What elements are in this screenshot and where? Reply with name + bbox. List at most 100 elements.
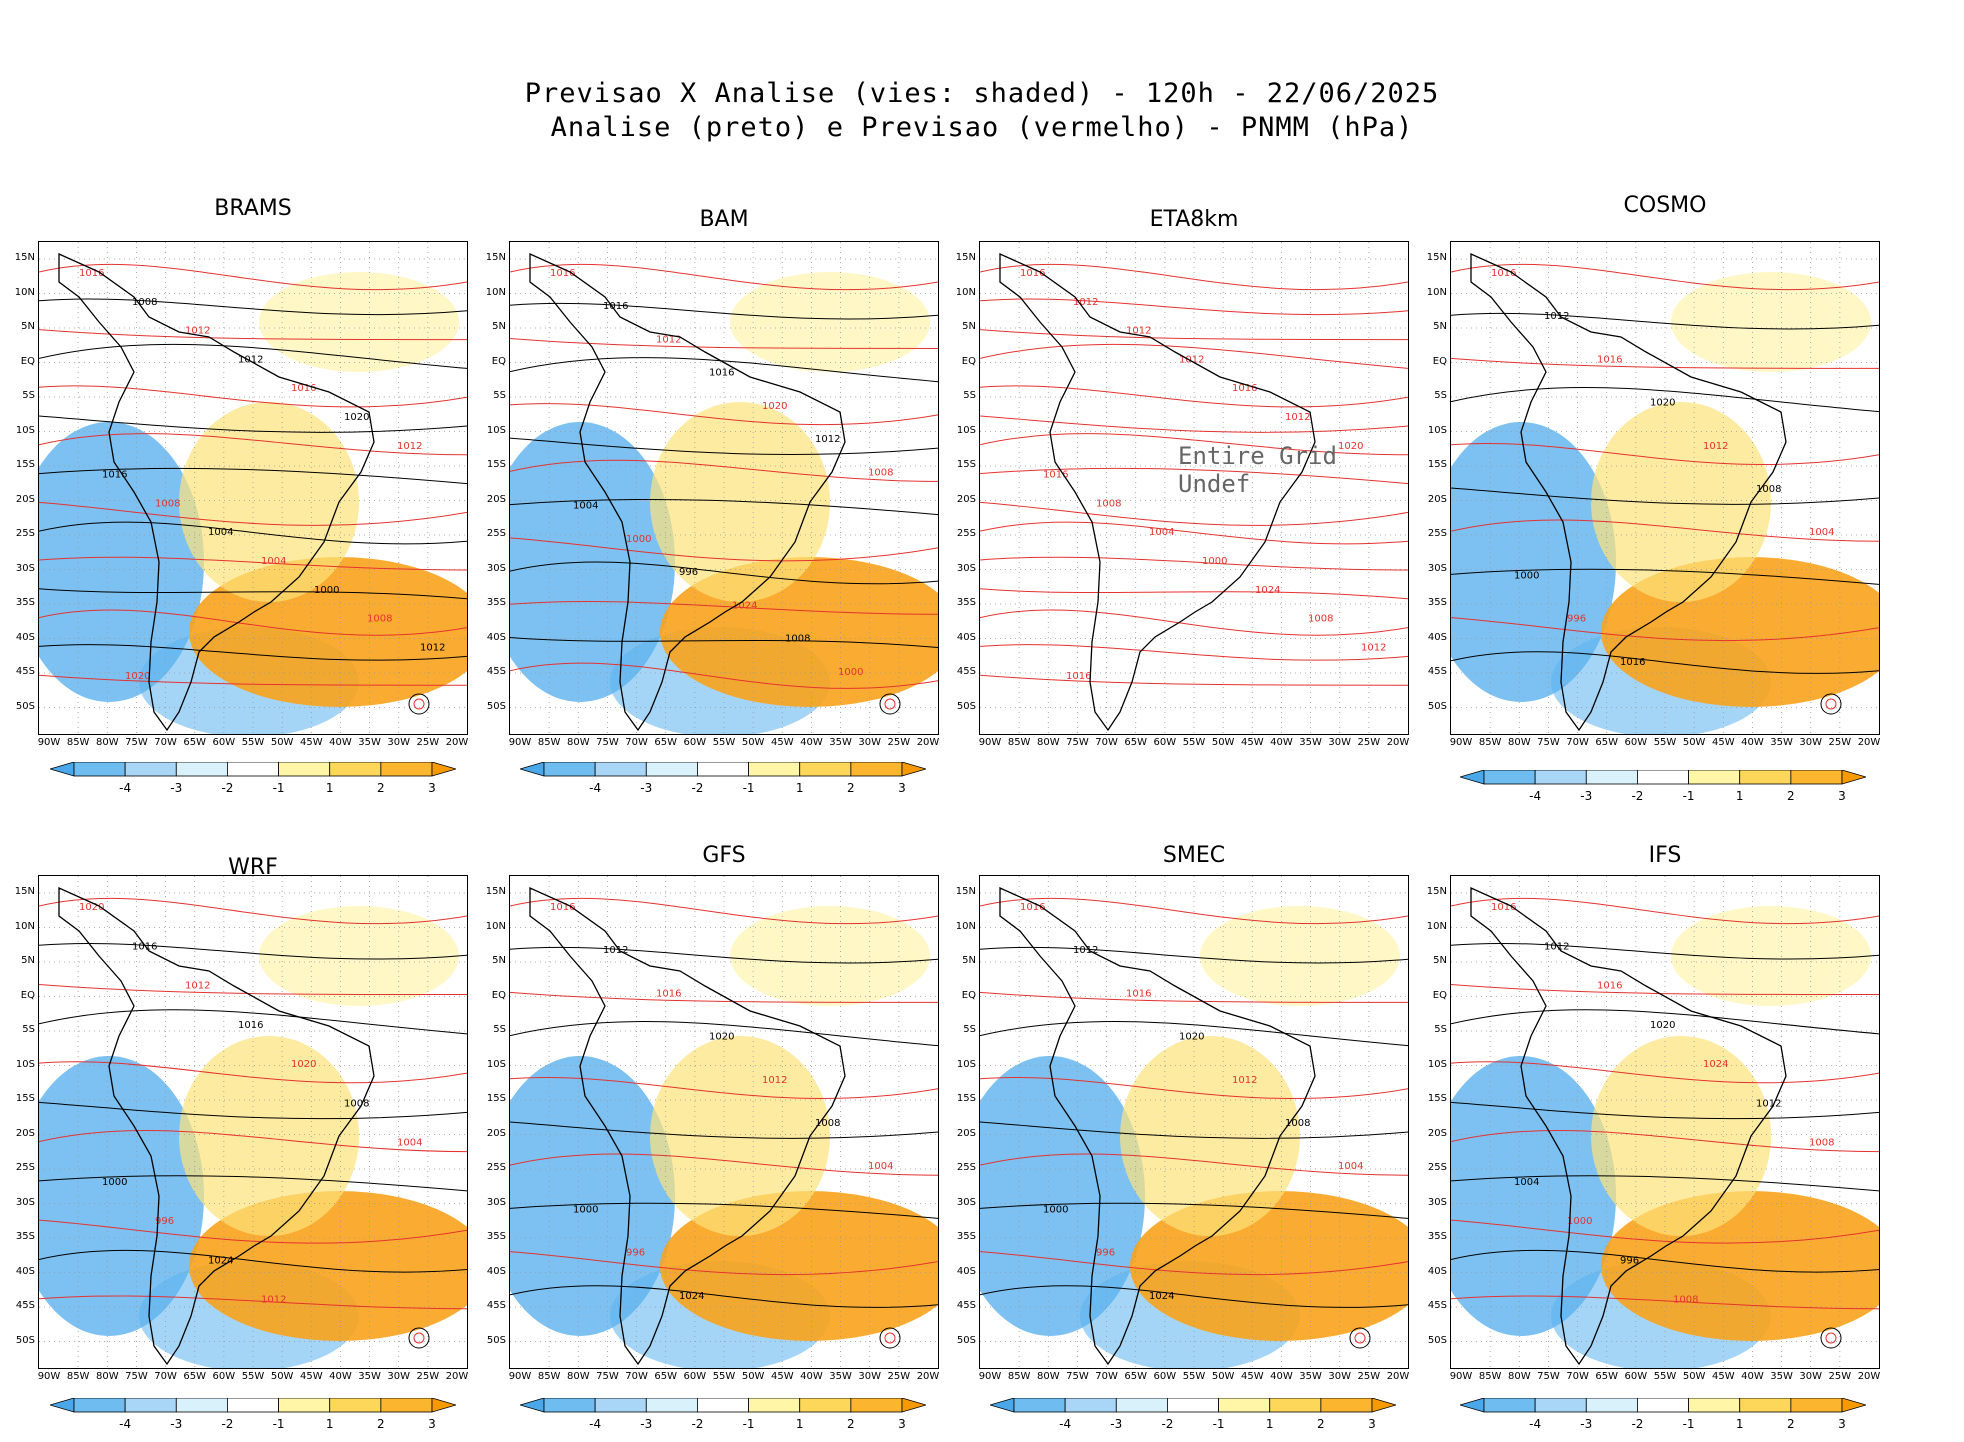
isobar-label: 1012 bbox=[238, 354, 263, 365]
colorbar-label: -1 bbox=[273, 781, 285, 795]
longitude-label: 60W bbox=[212, 737, 236, 748]
latitude-label: EQ bbox=[1432, 989, 1447, 1001]
colorbar-graphic: -4-3-2-11234 bbox=[988, 1397, 1427, 1431]
colorbar: -4-3-2-11234 bbox=[1458, 769, 1897, 810]
latitude-label: 5N bbox=[1433, 321, 1447, 332]
latitude-label: 25S bbox=[956, 528, 976, 539]
latitude-label: 10N bbox=[955, 920, 976, 932]
forecast-isobar bbox=[39, 433, 467, 456]
analysis-isobar bbox=[39, 1009, 467, 1035]
positive-bias-area bbox=[650, 402, 830, 602]
forecast-isobar bbox=[980, 556, 1408, 571]
longitude-label: 90W bbox=[1449, 737, 1473, 748]
longitude-label: 65W bbox=[1595, 1371, 1619, 1382]
map-panel-eta8km: 1016 1012 1012 1012 1016 1012 1020 1016 1008 1004… bbox=[956, 241, 1409, 748]
analysis-isobar bbox=[510, 1121, 938, 1139]
latitude-label: 15N bbox=[1426, 252, 1447, 263]
colorbar-graphic: -4-3-2-11234 bbox=[518, 761, 957, 795]
figure-title-line2: Analise (preto) e Previsao (vermelho) - … bbox=[550, 112, 1414, 143]
analysis-isobar bbox=[980, 1285, 1408, 1308]
positive-bias-area bbox=[1591, 1036, 1771, 1236]
colorbar-swatch bbox=[1637, 1397, 1689, 1413]
analysis-isobar bbox=[510, 498, 938, 516]
latitude-label: 15N bbox=[1426, 886, 1447, 897]
latitude-label: 30S bbox=[1427, 1196, 1447, 1208]
latitude-label: 15N bbox=[14, 886, 35, 897]
latitude-label: 5N bbox=[962, 955, 976, 966]
isobar-label: 1012 bbox=[185, 326, 210, 337]
isobar-label: 1016 bbox=[1020, 902, 1045, 913]
longitude-label: 30W bbox=[387, 1371, 411, 1382]
longitude-label: 60W bbox=[1153, 1371, 1177, 1382]
analysis-isobar bbox=[1451, 487, 1879, 505]
latitude-label: 15N bbox=[955, 886, 976, 897]
colorbar-label: -4 bbox=[1059, 1417, 1071, 1431]
isobar-label: 1004 bbox=[1338, 1161, 1363, 1172]
longitude-label: 40W bbox=[1270, 737, 1293, 748]
isobar-label: 1016 bbox=[1597, 981, 1622, 992]
colorbar-label: -4 bbox=[119, 781, 131, 795]
longitude-label: 80W bbox=[95, 737, 119, 748]
panel-title-gfs: GFS bbox=[702, 843, 746, 868]
colorbar-label: 3 bbox=[428, 1417, 436, 1431]
latitude-label: 10N bbox=[1426, 286, 1447, 298]
latitude-label: 5N bbox=[1433, 955, 1447, 966]
isobar-label: 1016 bbox=[1043, 470, 1068, 481]
latitude-label: 35S bbox=[956, 597, 976, 608]
forecast-isobar bbox=[1451, 519, 1879, 542]
map-plot: 1016 1008 1012 1012 1016 1020 1012 1016 1008 1004… bbox=[39, 242, 467, 734]
colorbar-swatch bbox=[1115, 1397, 1168, 1413]
longitude-label: 85W bbox=[1007, 1371, 1031, 1382]
latitude-label: 50S bbox=[486, 700, 506, 712]
latitude-label: 50S bbox=[956, 700, 976, 712]
latitude-label: 10S bbox=[486, 1058, 506, 1070]
forecast-isobar bbox=[980, 674, 1408, 686]
isobar-label: 1016 bbox=[656, 988, 681, 999]
map-panel-wrf: 1020 1016 1012 1016 1020 1008 1004 1000 996 1024 1… bbox=[15, 875, 468, 1382]
longitude-label: 50W bbox=[1211, 737, 1235, 748]
latitude-label: 10S bbox=[956, 1058, 976, 1070]
colorbar-label: 3 bbox=[428, 781, 436, 795]
latitude-label: 5S bbox=[22, 390, 35, 401]
longitude-label: 45W bbox=[1711, 1371, 1735, 1382]
colorbar-swatch bbox=[518, 1397, 545, 1413]
forecast-isobar bbox=[510, 1153, 938, 1176]
analysis-isobar bbox=[39, 298, 467, 316]
longitude-label: 55W bbox=[1653, 1371, 1677, 1382]
latitude-label: 5N bbox=[492, 955, 506, 966]
isobar-label: 1024 bbox=[1149, 1291, 1174, 1302]
analysis-isobar bbox=[510, 1021, 938, 1047]
latitude-label: 5N bbox=[21, 321, 35, 332]
longitude-label: 90W bbox=[978, 1371, 1002, 1382]
colorbar-swatch bbox=[1585, 769, 1638, 785]
longitude-label: 45W bbox=[1240, 737, 1264, 748]
analysis-isobar bbox=[39, 942, 467, 960]
colorbar: -4-3-2-11234 bbox=[518, 761, 957, 802]
isobar-label: 1008 bbox=[344, 1098, 369, 1109]
colorbar-label: -3 bbox=[1580, 1417, 1592, 1431]
colorbar-label: -4 bbox=[589, 1417, 601, 1431]
forecast-isobar bbox=[980, 298, 1408, 316]
longitude-label: 50W bbox=[270, 737, 294, 748]
longitude-label: 40W bbox=[1741, 737, 1764, 748]
colorbar-swatch bbox=[1688, 1397, 1741, 1413]
latitude-label: 35S bbox=[15, 597, 35, 608]
longitude-label: 30W bbox=[1799, 737, 1823, 748]
longitude-label: 85W bbox=[1478, 1371, 1502, 1382]
latitude-label: 30S bbox=[486, 1196, 506, 1208]
forecast-isobar bbox=[980, 588, 1408, 600]
colorbar-swatch bbox=[850, 761, 903, 777]
latitude-label: 10N bbox=[14, 920, 35, 932]
colorbar-swatch bbox=[799, 1397, 852, 1413]
map-plot: 1016 1012 1016 1020 1024 1012 1008 1004 1000 996 1… bbox=[1451, 876, 1879, 1368]
colorbar-swatch bbox=[48, 1397, 75, 1413]
isobar-label: 1000 bbox=[1514, 570, 1539, 581]
analysis-isobar bbox=[980, 1021, 1408, 1047]
latitude-label: 35S bbox=[956, 1231, 976, 1242]
isobar-label: 1012 bbox=[1285, 412, 1310, 423]
latitude-label: EQ bbox=[491, 355, 506, 367]
negative-bias-area bbox=[39, 1056, 204, 1336]
latitude-label: 45S bbox=[956, 1300, 976, 1311]
colorbar-label: 2 bbox=[847, 1417, 855, 1431]
longitude-label: 75W bbox=[1066, 1371, 1089, 1382]
